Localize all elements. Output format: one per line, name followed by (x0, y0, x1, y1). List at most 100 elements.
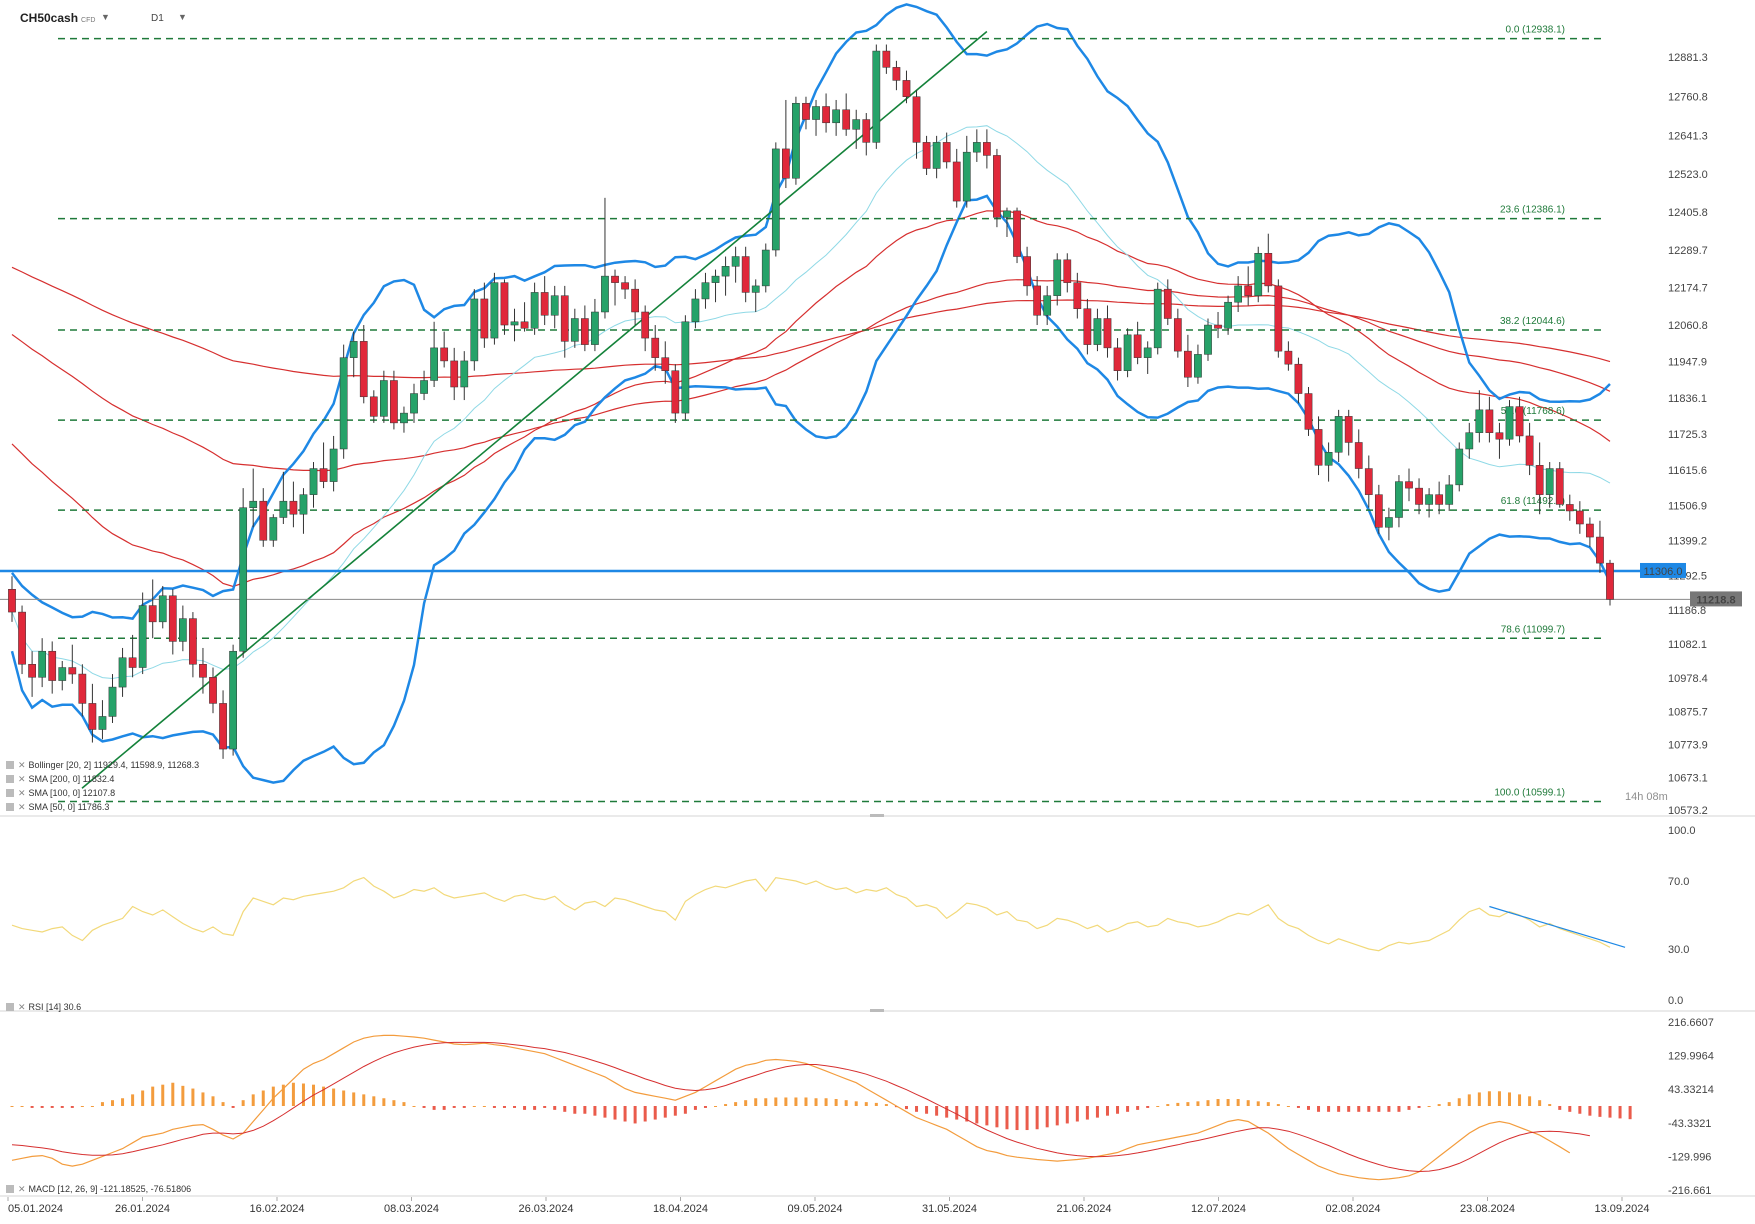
symbol-chevron-down-icon[interactable]: ▼ (101, 12, 110, 22)
candle-body (1525, 435, 1534, 466)
candle-body (832, 109, 840, 124)
close-icon[interactable]: ✕ (18, 788, 26, 798)
timeframe-selector[interactable]: D1 (151, 13, 164, 24)
macd-histogram-bar (834, 1099, 838, 1106)
candle-body (661, 357, 670, 371)
candle-body (1073, 282, 1082, 309)
candle-body (460, 360, 469, 388)
indicator-settings-icon[interactable] (6, 803, 14, 811)
macd-histogram-bar (1538, 1100, 1542, 1106)
macd-histogram-bar (1367, 1106, 1371, 1112)
candle-body (1103, 318, 1112, 349)
candle-body (480, 298, 489, 339)
candle-body (1194, 354, 1202, 378)
price-axis-tick: 12060.8 (1668, 320, 1708, 332)
macd-histogram-bar (1286, 1106, 1290, 1107)
candle-body (570, 318, 579, 342)
macd-histogram-bar (1156, 1106, 1160, 1107)
macd-histogram-bar (482, 1106, 486, 1107)
candle-body (711, 275, 720, 283)
close-icon[interactable]: ✕ (18, 760, 26, 770)
indicator-settings-icon[interactable] (6, 761, 14, 769)
last-price-label: 11218.8 (1696, 594, 1735, 606)
candle-body (681, 321, 690, 414)
timeframe-chevron-down-icon[interactable]: ▼ (178, 12, 187, 22)
indicator-legend-bollinger[interactable]: ✕ Bollinger [20, 2] 11929.4, 11598.9, 112… (6, 760, 199, 771)
fibonacci-level-label: 50.0 (11768.6) (1501, 406, 1565, 417)
macd-histogram-bar (764, 1098, 768, 1106)
candle-body (1244, 285, 1253, 296)
candle-body (1023, 256, 1031, 287)
candle-body (1364, 468, 1373, 495)
candle-body (550, 295, 559, 316)
indicator-legend-sma100[interactable]: ✕ SMA [100, 0] 12107.8 (6, 788, 115, 799)
macd-histogram-bar (151, 1086, 155, 1106)
candle-countdown-label: 14h 08m (1625, 791, 1668, 803)
indicator-legend-sma50[interactable]: ✕ SMA [50, 0] 11786.3 (6, 802, 109, 813)
symbol-selector[interactable]: CH50cash CFD (20, 11, 95, 25)
macd-histogram-bar (1196, 1101, 1200, 1106)
symbol-name: CH50cash (20, 11, 79, 25)
macd-histogram-bar (1507, 1092, 1511, 1106)
close-icon[interactable]: ✕ (18, 802, 26, 812)
indicator-settings-icon[interactable] (6, 1185, 14, 1193)
indicator-settings-icon[interactable] (6, 775, 14, 783)
candle-body (842, 109, 851, 130)
macd-histogram-bar (633, 1106, 637, 1124)
macd-histogram-bar (1467, 1094, 1471, 1106)
indicator-settings-icon[interactable] (6, 789, 14, 797)
close-icon[interactable]: ✕ (18, 774, 26, 784)
candle-body (199, 664, 207, 678)
macd-histogram-bar (653, 1106, 657, 1120)
macd-histogram-bar (60, 1106, 64, 1108)
candle-body (259, 500, 268, 541)
fibonacci-level-label: 78.6 (11099.7) (1501, 624, 1565, 635)
candle-body (18, 611, 26, 665)
candle-body (731, 256, 740, 267)
candle-body (701, 282, 710, 300)
macd-histogram-bar (111, 1100, 115, 1106)
date-axis-tick: 05.01.2024 (8, 1203, 63, 1215)
candle-body (430, 347, 438, 381)
candle-body (812, 106, 820, 120)
candle-body (219, 703, 227, 750)
candle-body (128, 657, 137, 668)
indicator-legend-rsi[interactable]: ✕ RSI [14] 30.6 (6, 1002, 81, 1013)
macd-axis-tick: 43.33214 (1668, 1084, 1714, 1096)
toolbar: CH50cash CFD ▼ D1 ▼ (0, 0, 1755, 30)
macd-histogram-bar (1497, 1091, 1501, 1106)
candle-body (591, 311, 599, 345)
candle-body (249, 500, 258, 508)
candle-body (1455, 448, 1464, 486)
macd-histogram-bar (1447, 1102, 1451, 1106)
candle-body (1314, 429, 1323, 466)
indicator-legend-macd[interactable]: ✕ MACD [12, 26, 9] -121.18525, -76.51806 (6, 1184, 191, 1195)
candle-body (1033, 285, 1042, 316)
macd-histogram-bar (1246, 1100, 1250, 1106)
macd-histogram-bar (985, 1106, 989, 1126)
candle-body (1565, 504, 1574, 512)
macd-histogram-bar (874, 1102, 878, 1106)
macd-histogram-bar (1608, 1106, 1612, 1118)
candle-body (239, 507, 248, 652)
candle-body (771, 148, 780, 251)
candle-body (329, 448, 338, 482)
candle-body (1013, 210, 1021, 257)
price-axis-tick: 10673.1 (1668, 772, 1708, 784)
close-icon[interactable]: ✕ (18, 1184, 26, 1194)
candle-body (510, 321, 519, 326)
price-axis-tick: 11082.1 (1668, 639, 1707, 651)
indicator-settings-icon[interactable] (6, 1003, 14, 1011)
candle-body (631, 288, 639, 313)
price-axis-tick: 11186.8 (1668, 605, 1706, 617)
indicator-legend-sma200[interactable]: ✕ SMA [200, 0] 11832.4 (6, 774, 114, 785)
candle-body (1274, 285, 1283, 352)
close-icon[interactable]: ✕ (18, 1002, 26, 1012)
date-axis-tick: 02.08.2024 (1325, 1203, 1380, 1215)
macd-histogram-bar (1477, 1092, 1481, 1106)
price-axis-tick: 11506.9 (1668, 500, 1707, 512)
macd-histogram-bar (1015, 1106, 1019, 1131)
macd-histogram-bar (1045, 1106, 1049, 1128)
macd-histogram-bar (724, 1104, 728, 1106)
